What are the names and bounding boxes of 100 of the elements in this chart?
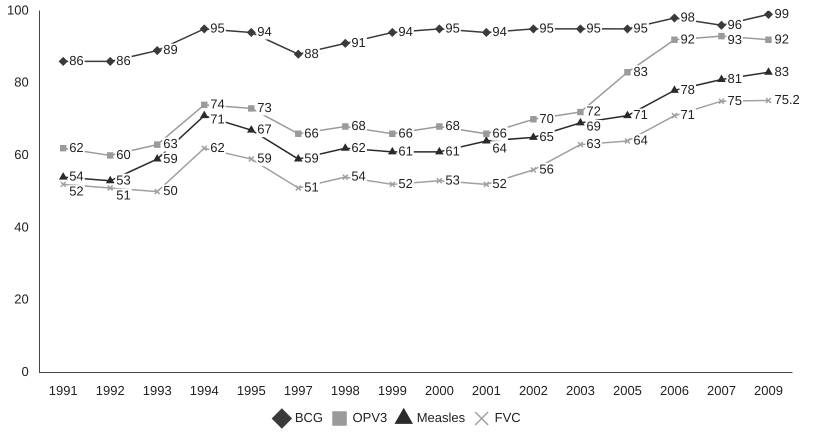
y-tick-label: 20 xyxy=(14,292,29,307)
point xyxy=(482,28,491,37)
point xyxy=(200,111,208,118)
x-tick-label: 1993 xyxy=(142,382,172,398)
point xyxy=(436,123,443,130)
point xyxy=(200,24,209,34)
data-label: 99 xyxy=(774,6,789,21)
data-label: 56 xyxy=(539,161,554,176)
data-label: 95 xyxy=(586,20,601,36)
point xyxy=(670,86,678,93)
point xyxy=(247,28,256,37)
point xyxy=(106,152,114,159)
data-label: 93 xyxy=(727,32,742,47)
x-tick-label: 1992 xyxy=(96,382,125,398)
data-label: 69 xyxy=(586,118,601,134)
data-label: 50 xyxy=(163,183,178,198)
point xyxy=(576,24,585,34)
point xyxy=(248,105,254,112)
data-label: 98 xyxy=(680,10,695,25)
point xyxy=(624,69,631,76)
data-label: 67 xyxy=(257,122,272,137)
point xyxy=(341,39,350,48)
point xyxy=(342,174,349,180)
data-label: 95 xyxy=(633,20,648,36)
x-tick-label: 2000 xyxy=(424,382,454,398)
x-tick-label: 2006 xyxy=(660,382,689,398)
data-label: 66 xyxy=(492,125,507,140)
x-tick-label: 2001 xyxy=(472,382,501,398)
point xyxy=(60,144,66,152)
point xyxy=(718,75,726,82)
legend-label: OPV3 xyxy=(352,410,388,426)
point xyxy=(624,111,632,118)
point xyxy=(294,50,303,58)
data-label: 81 xyxy=(727,71,742,86)
point xyxy=(389,181,396,188)
point xyxy=(436,148,444,154)
data-label: 63 xyxy=(163,136,178,152)
legend-label: FVC xyxy=(494,410,521,426)
point xyxy=(764,68,772,75)
data-label: 61 xyxy=(398,143,413,158)
point xyxy=(60,181,66,188)
point xyxy=(388,28,397,37)
data-label: 75.2 xyxy=(774,92,800,108)
data-label: 96 xyxy=(727,16,742,32)
data-label: 59 xyxy=(163,151,178,166)
point xyxy=(483,181,490,188)
point xyxy=(577,108,584,116)
point xyxy=(247,126,256,133)
data-label: 70 xyxy=(539,110,554,126)
data-label: 91 xyxy=(351,34,366,50)
data-label: 71 xyxy=(633,107,648,122)
data-label: 59 xyxy=(304,150,319,166)
data-label: 65 xyxy=(539,128,554,144)
point xyxy=(624,138,631,144)
y-tick-label: 100 xyxy=(6,2,29,18)
x-tick-label: 2005 xyxy=(612,382,642,398)
data-label: 95 xyxy=(445,20,460,36)
data-label: 94 xyxy=(492,24,507,40)
point xyxy=(530,116,537,123)
data-label: 61 xyxy=(445,143,460,158)
point xyxy=(530,166,537,174)
data-label: 86 xyxy=(116,53,131,68)
point xyxy=(153,154,162,162)
point xyxy=(765,36,772,43)
point xyxy=(294,154,302,162)
data-label: 83 xyxy=(633,64,648,79)
point xyxy=(106,176,114,184)
data-label: 89 xyxy=(163,42,178,58)
legend-label: Measles xyxy=(416,410,466,426)
point xyxy=(58,57,68,66)
point xyxy=(201,102,208,108)
data-label: 51 xyxy=(304,180,319,195)
data-label: 75 xyxy=(727,92,742,108)
x-tick-label: 2003 xyxy=(566,382,595,398)
data-label: 71 xyxy=(210,111,225,126)
point xyxy=(670,14,679,22)
point xyxy=(106,57,114,66)
point xyxy=(529,24,538,34)
legend-label: BCG xyxy=(294,410,324,426)
data-label: 71 xyxy=(680,107,695,122)
data-label: 66 xyxy=(304,125,319,140)
point xyxy=(59,172,67,180)
data-label: 62 xyxy=(69,140,84,155)
point xyxy=(342,144,350,151)
data-label: 53 xyxy=(116,172,131,188)
y-tick-label: 60 xyxy=(14,147,29,162)
point xyxy=(764,10,773,19)
data-label: 72 xyxy=(586,104,601,119)
data-label: 66 xyxy=(398,125,413,140)
data-label: 92 xyxy=(774,31,789,46)
x-tick-label: 2009 xyxy=(754,382,783,398)
point xyxy=(435,24,444,34)
data-label: 53 xyxy=(445,172,460,188)
point xyxy=(718,98,725,104)
point xyxy=(201,144,208,152)
x-tick-label: 1995 xyxy=(236,382,266,398)
x-tick-label: 1997 xyxy=(284,382,313,398)
point xyxy=(436,178,443,184)
point xyxy=(530,133,538,140)
point xyxy=(342,123,349,130)
